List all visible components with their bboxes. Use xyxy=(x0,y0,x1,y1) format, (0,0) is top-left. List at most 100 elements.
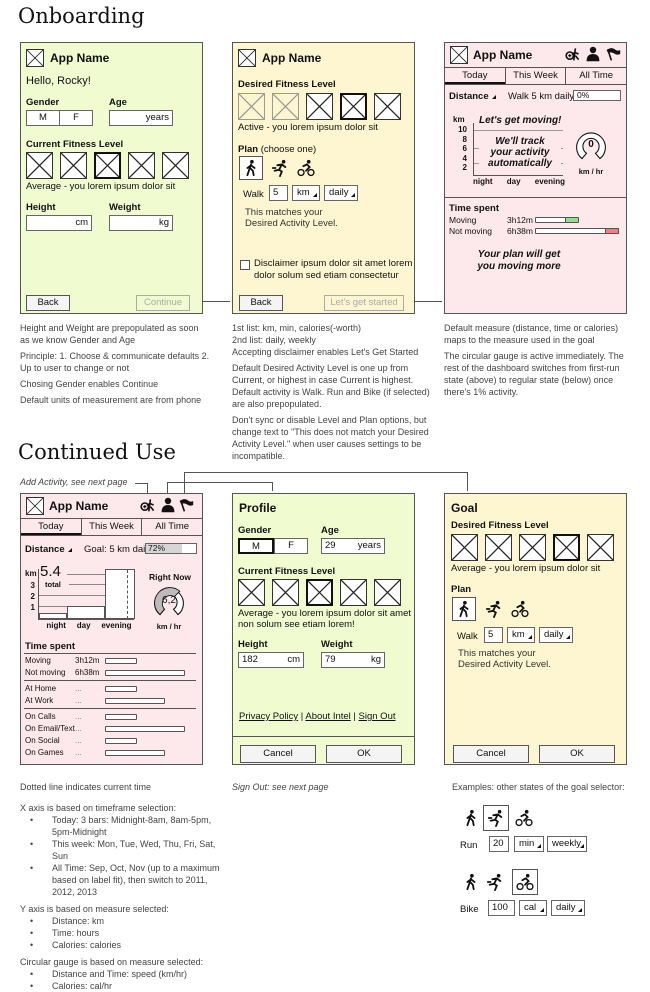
ok-button[interactable]: OK xyxy=(326,745,402,763)
fitness-level-1[interactable] xyxy=(26,152,53,179)
bike-icon[interactable] xyxy=(512,869,538,895)
x-label: day xyxy=(76,621,91,630)
app-name: App Name xyxy=(473,48,533,62)
run-period-select[interactable]: weekly xyxy=(547,836,587,852)
desired-level-1[interactable] xyxy=(238,93,265,120)
time-row-bar xyxy=(105,670,185,676)
walk-icon[interactable] xyxy=(239,156,263,180)
desired-level-5[interactable] xyxy=(587,534,614,561)
tab-today[interactable]: Today xyxy=(445,68,505,84)
fitness-level-4[interactable] xyxy=(128,152,155,179)
amount-input[interactable]: 5 xyxy=(484,627,503,643)
walk-icon[interactable] xyxy=(462,809,480,827)
note: X axis is based on timeframe selection: xyxy=(20,803,177,813)
flag-icon[interactable] xyxy=(178,497,194,513)
back-button[interactable]: Back xyxy=(26,295,70,311)
back-button[interactable]: Back xyxy=(239,295,283,311)
tab-all-time[interactable]: All Time xyxy=(141,519,202,535)
ok-button[interactable]: OK xyxy=(539,745,615,763)
bike-icon[interactable] xyxy=(297,159,315,177)
run-icon[interactable] xyxy=(271,159,289,177)
gridline xyxy=(67,574,105,575)
desired-level-3[interactable] xyxy=(519,534,546,561)
fitness-level-5[interactable] xyxy=(374,579,401,606)
weight-input[interactable]: 79 kg xyxy=(321,652,385,668)
height-input[interactable]: cm xyxy=(26,215,92,231)
walk-icon[interactable] xyxy=(462,873,480,891)
person-icon[interactable] xyxy=(160,497,176,513)
time-row-label: On Calls xyxy=(25,712,56,721)
about-intel-link[interactable]: About Intel xyxy=(305,711,351,722)
desired-level-2[interactable] xyxy=(272,93,299,120)
desired-level-1[interactable] xyxy=(451,534,478,561)
weight-input[interactable]: kg xyxy=(109,215,173,231)
fitness-level-3[interactable] xyxy=(306,579,333,606)
run-unit-select[interactable]: min xyxy=(514,836,544,852)
notes-profile: Height and Weight are prepopulated as so… xyxy=(20,322,210,410)
desired-level-4[interactable] xyxy=(340,93,367,120)
time-row-value: 3h12m xyxy=(75,656,100,665)
disclaimer-text-1: Disclaimer ipsum dolor sit amet lorem xyxy=(254,258,413,269)
measure-select[interactable]: Distance xyxy=(25,544,65,555)
bike-amount-input[interactable]: 100 xyxy=(488,900,515,916)
unit-select[interactable]: km xyxy=(292,185,320,201)
desired-level-3[interactable] xyxy=(306,93,333,120)
cancel-button[interactable]: Cancel xyxy=(453,745,529,763)
note: Default units of measurement are from ph… xyxy=(20,395,202,405)
tab-all-time[interactable]: All Time xyxy=(565,68,626,84)
gender-f-option[interactable]: F xyxy=(59,110,93,126)
run-icon[interactable] xyxy=(486,873,504,891)
tab-this-week[interactable]: This Week xyxy=(80,519,142,535)
time-row-bar xyxy=(105,738,137,744)
cancel-button[interactable]: Cancel xyxy=(240,745,316,763)
gridline xyxy=(474,130,563,131)
age-input[interactable]: 29 years xyxy=(321,538,385,554)
privacy-policy-link[interactable]: Privacy Policy xyxy=(239,711,299,722)
bike-icon[interactable] xyxy=(511,600,529,618)
run-icon[interactable] xyxy=(483,805,509,831)
activity-label: Walk xyxy=(457,631,478,642)
height-input[interactable]: 182 cm xyxy=(238,652,304,668)
desired-level-5[interactable] xyxy=(374,93,401,120)
time-row-bar xyxy=(105,658,137,664)
age-value: 29 xyxy=(325,540,336,551)
tab-this-week[interactable]: This Week xyxy=(504,68,566,84)
run-icon[interactable] xyxy=(485,600,503,618)
walk-icon[interactable] xyxy=(452,597,476,621)
gender-m-option[interactable]: M xyxy=(26,110,60,126)
fitness-level-5[interactable] xyxy=(162,152,189,179)
run-amount-input[interactable]: 20 xyxy=(489,836,509,852)
bike-unit-select[interactable]: cal xyxy=(519,900,547,916)
period-select[interactable]: daily xyxy=(539,627,573,643)
add-activity-icon[interactable] xyxy=(140,497,156,513)
desired-level-2[interactable] xyxy=(485,534,512,561)
continue-button[interactable]: Continue xyxy=(136,295,190,311)
y-tick: 10 xyxy=(458,125,467,134)
tab-today[interactable]: Today xyxy=(21,519,81,535)
lets-get-started-button[interactable]: Let's get started xyxy=(324,295,404,311)
flag-icon[interactable] xyxy=(605,46,621,62)
unit-select[interactable]: km xyxy=(507,627,535,643)
time-row-label: On Email/Text xyxy=(25,724,75,733)
age-input[interactable]: years xyxy=(109,110,173,126)
bike-period-select[interactable]: daily xyxy=(551,900,585,916)
amount-input[interactable]: 5 xyxy=(269,185,288,201)
gender-m-option[interactable]: M xyxy=(238,538,274,554)
note: Height and Weight are prepopulated as so… xyxy=(20,323,199,345)
fitness-level-2[interactable] xyxy=(272,579,299,606)
fitness-level-2[interactable] xyxy=(60,152,87,179)
measure-select[interactable]: Distance xyxy=(449,91,489,102)
sign-out-link[interactable]: Sign Out xyxy=(358,711,396,722)
person-icon[interactable] xyxy=(585,46,601,62)
fitness-level-4[interactable] xyxy=(340,579,367,606)
gender-f-option[interactable]: F xyxy=(274,538,308,554)
note: Dotted line indicates current time xyxy=(20,782,152,792)
bike-icon[interactable] xyxy=(515,809,533,827)
disclaimer-checkbox[interactable] xyxy=(240,260,250,270)
connector xyxy=(147,483,148,497)
desired-level-4[interactable] xyxy=(553,534,580,561)
period-select[interactable]: daily xyxy=(324,185,358,201)
fitness-level-1[interactable] xyxy=(238,579,265,606)
fitness-level-3[interactable] xyxy=(94,152,121,179)
add-activity-icon[interactable] xyxy=(565,46,581,62)
